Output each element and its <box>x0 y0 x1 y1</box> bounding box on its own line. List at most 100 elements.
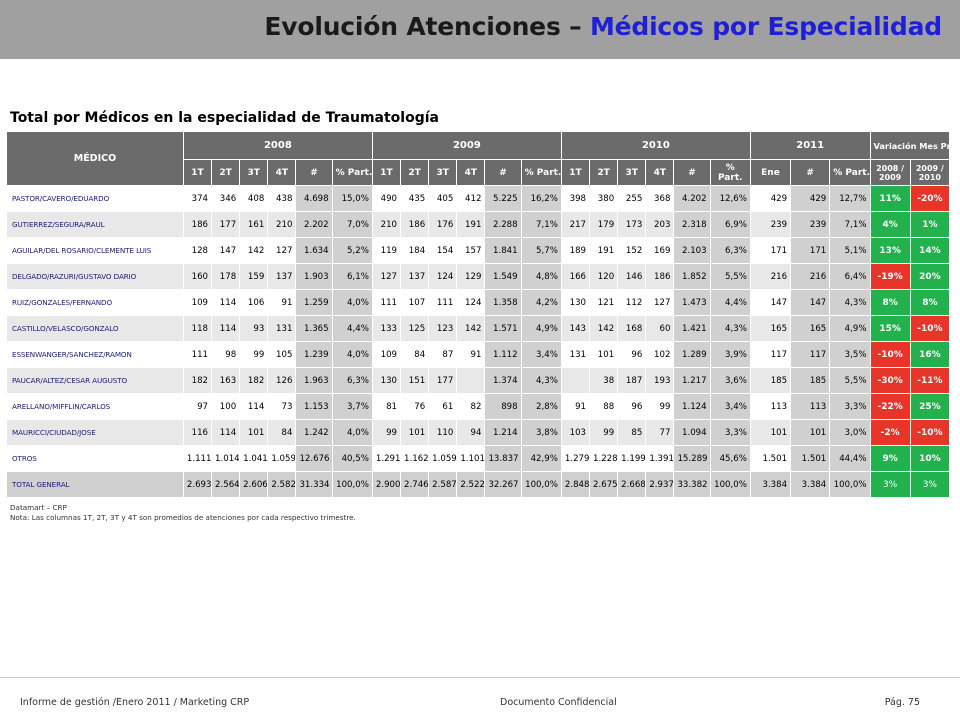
value-cell: 3.384 <box>790 471 831 498</box>
value-cell: 3,5% <box>829 341 871 368</box>
value-cell: 898 <box>484 393 522 420</box>
value-cell: 380 <box>589 185 619 212</box>
value-cell: 114 <box>211 419 241 446</box>
doctor-name-cell: MAURICCI/CIUDAD/JOSE <box>6 419 184 446</box>
value-cell: 1.549 <box>484 263 522 290</box>
value-cell: 176 <box>428 211 458 238</box>
variation-cell: 15% <box>869 315 911 342</box>
value-cell: 2.675 <box>589 471 619 498</box>
doctor-name-cell: RUIZ/GONZALES/FERNANDO <box>6 289 184 316</box>
value-cell: 1.239 <box>295 341 333 368</box>
value-cell: 1.214 <box>484 419 522 446</box>
table-row: MAURICCI/CIUDAD/JOSE 116 114 101 84 1.242 4,0%… <box>6 419 951 446</box>
value-cell: 182 <box>182 367 213 394</box>
doctor-name-cell: TOTAL GENERAL <box>6 471 184 498</box>
value-cell: 4.698 <box>295 185 333 212</box>
value-cell <box>456 367 486 394</box>
value-cell: 7,0% <box>331 211 373 238</box>
value-cell: 101 <box>589 341 619 368</box>
value-cell: 131 <box>560 341 591 368</box>
value-cell: 185 <box>749 367 792 394</box>
value-cell: 6,1% <box>331 263 373 290</box>
value-cell: 3,8% <box>520 419 562 446</box>
value-cell: 16,2% <box>520 185 562 212</box>
value-cell: 98 <box>211 341 241 368</box>
footer-report-info: Informe de gestión /Enero 2011 / Marketi… <box>20 697 250 708</box>
value-cell: 96 <box>617 393 647 420</box>
value-cell: 1.289 <box>673 341 711 368</box>
year-header-2009: 2009 <box>371 131 562 160</box>
value-cell: 124 <box>456 289 486 316</box>
value-cell: 110 <box>428 419 458 446</box>
col-header-2009-part: % Part. <box>520 159 562 186</box>
value-cell: 100,0% <box>331 471 373 498</box>
value-cell: 118 <box>182 315 213 342</box>
value-cell: 191 <box>456 211 486 238</box>
value-cell: 1.014 <box>211 445 241 472</box>
value-cell: 88 <box>589 393 619 420</box>
value-cell: 3.384 <box>749 471 792 498</box>
value-cell: 1.059 <box>267 445 297 472</box>
value-cell: 152 <box>617 237 647 264</box>
value-cell: 114 <box>211 315 241 342</box>
value-cell: 12,6% <box>709 185 751 212</box>
value-cell: 2.582 <box>267 471 297 498</box>
value-cell: 3,9% <box>709 341 751 368</box>
value-cell: 109 <box>182 289 213 316</box>
value-cell: 126 <box>267 367 297 394</box>
value-cell: 2.668 <box>617 471 647 498</box>
col-header-2008-total: # <box>295 159 333 186</box>
value-cell: 12.676 <box>295 445 333 472</box>
value-cell: 116 <box>182 419 213 446</box>
col-header-2009-1t: 1T <box>371 159 402 186</box>
col-header-2011-ene: Ene <box>749 159 792 186</box>
value-cell: 159 <box>239 263 269 290</box>
footer-confidential: Documento Confidencial <box>500 697 617 708</box>
value-cell: 107 <box>400 289 430 316</box>
value-cell: 131 <box>267 315 297 342</box>
variation-cell: -22% <box>869 393 911 420</box>
value-cell: 1.852 <box>673 263 711 290</box>
col-header-2011-part: % Part. <box>829 159 871 186</box>
value-cell: 105 <box>267 341 297 368</box>
value-cell: 182 <box>239 367 269 394</box>
col-header-2010-4t: 4T <box>645 159 675 186</box>
doctor-name-cell: GUTIERREZ/SEGURA/RAUL <box>6 211 184 238</box>
value-cell: 1.259 <box>295 289 333 316</box>
doctor-name-cell: CASTILLO/VELASCO/GONZALO <box>6 315 184 342</box>
value-cell: 187 <box>617 367 647 394</box>
footnote: Nota: Las columnas 1T, 2T, 3T y 4T son p… <box>10 513 356 522</box>
value-cell: 179 <box>589 211 619 238</box>
table-row: CASTILLO/VELASCO/GONZALO 118 114 93 131 1.365… <box>6 315 951 342</box>
page-title-accent: Médicos por Especialidad <box>589 12 942 41</box>
value-cell: 99 <box>645 393 675 420</box>
variation-cell: 10% <box>909 445 951 472</box>
value-cell: 101 <box>790 419 831 446</box>
doctor-name-cell: AGUILAR/DEL ROSARIO/CLEMENTE LUIS <box>6 237 184 264</box>
variation-cell: 3% <box>869 471 911 498</box>
value-cell: 1.571 <box>484 315 522 342</box>
value-cell: 1.501 <box>749 445 792 472</box>
value-cell: 157 <box>456 237 486 264</box>
variation-cell: 1% <box>909 211 951 238</box>
value-cell: 111 <box>371 289 402 316</box>
value-cell: 4,3% <box>520 367 562 394</box>
value-cell: 1.473 <box>673 289 711 316</box>
value-cell: 146 <box>617 263 647 290</box>
value-cell: 2.587 <box>428 471 458 498</box>
table-row: PAUCAR/ALTEZ/CESAR AUGUSTO 182 163 182 126 1.… <box>6 367 951 394</box>
variation-cell: -30% <box>869 367 911 394</box>
value-cell: 1.041 <box>239 445 269 472</box>
value-cell: 5,5% <box>709 263 751 290</box>
variation-cell: -10% <box>869 341 911 368</box>
value-cell: 5.225 <box>484 185 522 212</box>
value-cell: 7,1% <box>829 211 871 238</box>
value-cell: 61 <box>428 393 458 420</box>
value-cell: 171 <box>790 237 831 264</box>
value-cell: 6,4% <box>829 263 871 290</box>
table-row: PASTOR/CAVERO/EDUARDO 374 346 408 438 4.698 15… <box>6 185 951 212</box>
value-cell: 171 <box>749 237 792 264</box>
value-cell: 178 <box>211 263 241 290</box>
value-cell: 154 <box>428 237 458 264</box>
value-cell: 216 <box>749 263 792 290</box>
